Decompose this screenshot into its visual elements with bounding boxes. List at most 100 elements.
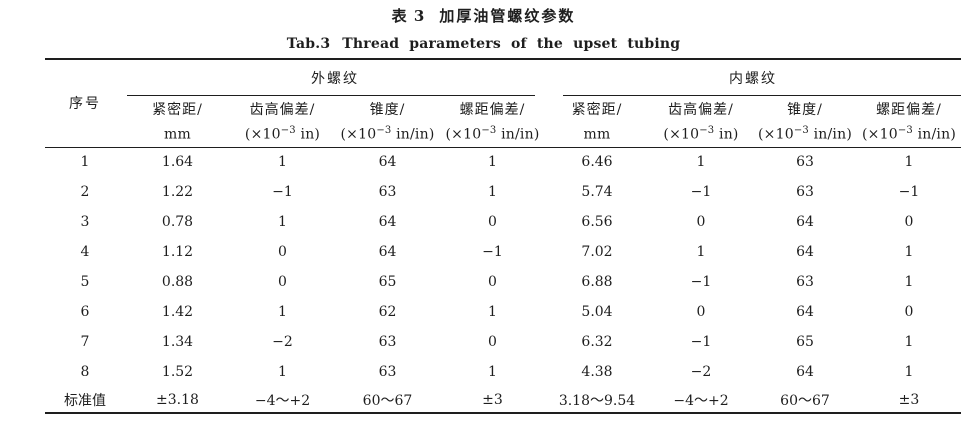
unit-int-taper: (×10−3 in/in): [753, 122, 857, 148]
cell-int-col1: −4～+2: [673, 392, 729, 409]
cell-ext-col0: ±3.18: [156, 391, 199, 408]
cell-int-col0: 3.18～9.54: [558, 392, 636, 409]
table-row: 5 0.88 0 65 0 6.88 −1 63 1: [45, 267, 961, 297]
cell-int-col2: 60～67: [780, 392, 830, 409]
cell-int-col3: 1: [904, 274, 914, 290]
unit-int-tightness: mm: [545, 122, 649, 148]
cell-ext-col1: −1: [272, 184, 293, 200]
cell-int-col0: 5.74: [581, 184, 613, 200]
cell-int-col0: 6.32: [581, 334, 613, 350]
unit-text: (×10: [445, 126, 482, 143]
column-unit-row: mm (×10−3 in) (×10−3 in/in) (×10−3 in/in…: [45, 122, 961, 148]
cell-ext-col1: 1: [278, 154, 287, 171]
cell-int-col3: 1: [904, 364, 914, 380]
cell-ext-col3: 1: [488, 364, 497, 380]
cell-ext-col1: 0: [278, 274, 287, 290]
unit-text: (×10: [663, 126, 700, 143]
cell-ext-col1: 1: [278, 214, 287, 230]
cell-ext-col2: 65: [378, 274, 397, 290]
caption-en-label: Tab.3: [286, 36, 331, 52]
cell-ext-col0: 0.78: [161, 214, 194, 230]
unit-int-pitch-dev: (×10−3 in/in): [857, 122, 961, 148]
cell-int-col1: −1: [690, 274, 712, 290]
cell-int-col1: −1: [690, 184, 712, 200]
row-id: 3: [80, 214, 90, 230]
unit-superscript: −3: [793, 124, 809, 136]
cell-int-col1: 0: [696, 214, 706, 230]
cell-int-col3: ±3: [898, 391, 920, 408]
cell-int-col0: 4.38: [581, 364, 613, 380]
unit-text: mm: [583, 126, 611, 143]
cell-int-col0: 6.88: [581, 274, 613, 290]
cell-int-col0: 5.04: [581, 304, 613, 320]
cell-ext-col1: 1: [278, 304, 287, 320]
cell-ext-col1: 1: [278, 364, 287, 380]
cell-ext-col2: 63: [378, 334, 397, 350]
cell-int-col2: 63: [796, 184, 814, 200]
cell-ext-col3: 1: [488, 154, 497, 171]
unit-text: in/in): [912, 126, 956, 143]
row-id: 6: [80, 304, 90, 320]
cell-int-col3: −1: [898, 184, 920, 200]
cell-int-col2: 65: [796, 334, 814, 350]
unit-text: in/in): [496, 126, 540, 143]
corner-header: 序号: [45, 59, 125, 148]
cell-int-col0: 7.02: [581, 244, 613, 260]
cell-ext-col1: 0: [278, 244, 287, 260]
cell-int-col3: 1: [904, 154, 914, 171]
unit-text: (×10: [862, 126, 898, 143]
cell-ext-col0: 1.12: [161, 244, 194, 260]
cell-ext-col3: 0: [488, 214, 497, 230]
cell-ext-col1: −4～+2: [254, 392, 311, 409]
unit-text: in/in): [808, 126, 852, 143]
unit-ext-tooth-height-dev: (×10−3 in): [230, 122, 335, 148]
cell-ext-col2: 60～67: [362, 392, 413, 409]
group-header-external-thread: 外螺纹: [125, 59, 545, 96]
col-header-int-pitch-dev: 螺距偏差/: [876, 102, 942, 118]
cell-ext-col2: 64: [378, 214, 397, 230]
cell-ext-col3: 1: [488, 184, 497, 200]
cell-int-col1: −1: [690, 334, 712, 350]
cell-int-col3: 0: [904, 304, 914, 320]
table-row: 2 1.22 −1 63 1 5.74 −1 63 −1: [45, 177, 961, 207]
unit-text: (×10: [340, 126, 377, 143]
col-header-ext-tooth-height-dev: 齿高偏差/: [249, 102, 316, 118]
row-id: 标准值: [64, 392, 106, 409]
cell-ext-col2: 62: [378, 304, 397, 320]
col-header-ext-tightness: 紧密距/: [152, 102, 203, 118]
table-header: 序号 外螺纹 内螺纹 紧密距/ 齿高偏差/ 锥度/ 螺距偏差/ 紧密距/ 齿高偏…: [45, 59, 961, 148]
group-header-internal-thread: 内螺纹: [545, 59, 961, 96]
cell-int-col3: 1: [904, 244, 914, 260]
cell-ext-col3: 0: [488, 334, 497, 350]
unit-superscript: −3: [897, 124, 913, 136]
table-caption: 表 3 加厚油管螺纹参数 Tab.3 Thread parameters of th…: [0, 0, 967, 53]
column-name-row: 紧密距/ 齿高偏差/ 锥度/ 螺距偏差/ 紧密距/ 齿高偏差/ 锥度/ 螺距偏差…: [45, 96, 961, 122]
table-row: 6 1.42 1 62 1 5.04 0 64 0: [45, 297, 961, 327]
parameters-table: 序号 外螺纹 内螺纹 紧密距/ 齿高偏差/ 锥度/ 螺距偏差/ 紧密距/ 齿高偏…: [45, 58, 961, 414]
cell-ext-col3: 0: [488, 274, 497, 290]
cell-ext-col2: 63: [378, 364, 397, 380]
caption-en-text: Thread parameters of the upset tubing: [342, 36, 681, 52]
caption-en: Tab.3 Thread parameters of the upset tubi…: [0, 35, 967, 53]
group-header-row: 序号 外螺纹 内螺纹: [45, 59, 961, 148]
cell-int-col0: 6.46: [581, 154, 613, 171]
table-row: 7 1.34 −2 63 0 6.32 −1 65 1: [45, 327, 961, 357]
cell-int-col2: 64: [796, 214, 814, 230]
cell-int-col0: 6.56: [581, 214, 613, 230]
unit-superscript: −3: [280, 124, 296, 136]
cell-ext-col0: 1.34: [161, 334, 194, 350]
col-header-ext-pitch-dev: 螺距偏差/: [459, 102, 526, 118]
unit-superscript: −3: [699, 124, 715, 136]
cell-ext-col0: 1.42: [161, 304, 194, 320]
col-header-int-tightness: 紧密距/: [571, 102, 623, 118]
table-row: 8 1.52 1 63 1 4.38 −2 64 1: [45, 357, 961, 387]
cell-int-col1: 1: [696, 154, 706, 171]
cell-int-col2: 64: [796, 304, 814, 320]
unit-superscript: −3: [481, 124, 497, 136]
table-row: 4 1.12 0 64 −1 7.02 1 64 1: [45, 237, 961, 267]
col-header-int-tooth-height-dev: 齿高偏差/: [668, 102, 734, 118]
unit-text: mm: [164, 126, 191, 143]
cell-int-col1: 0: [696, 304, 706, 320]
cell-ext-col2: 63: [378, 184, 397, 200]
cell-int-col1: 1: [696, 244, 706, 260]
